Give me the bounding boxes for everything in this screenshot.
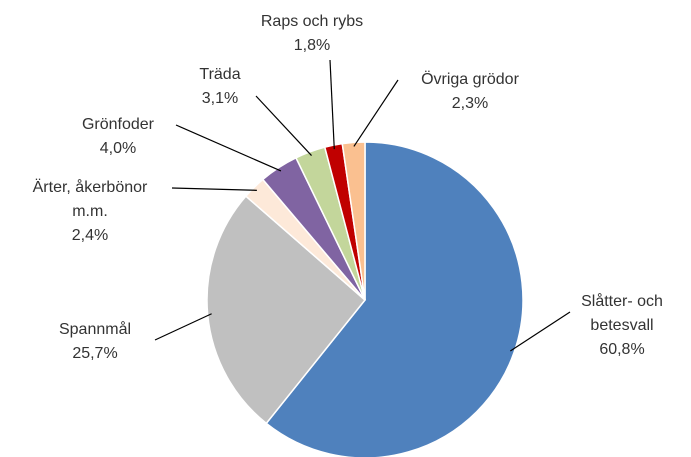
pie-slice <box>341 141 366 301</box>
category-label-line: Slåtter- och <box>581 292 663 310</box>
leader-line <box>509 311 571 352</box>
leader-line <box>353 79 399 147</box>
pie-slice <box>206 195 367 425</box>
value-label: 1,8% <box>294 37 330 54</box>
category-label: Raps och rybs <box>261 13 363 30</box>
category-label-line: Grönfoder <box>82 116 155 133</box>
leader-line <box>154 313 212 341</box>
leader-line <box>175 124 282 172</box>
value-label: 25,7% <box>72 345 117 362</box>
leader-line <box>171 187 257 191</box>
value-label: 2,3% <box>452 95 488 112</box>
value-label: 60,8% <box>599 341 644 358</box>
category-label-line: m.m. <box>72 203 108 220</box>
category-label: Spannmål <box>59 320 131 338</box>
category-label-line: Övriga grödor <box>421 70 519 88</box>
value-label: 4,0% <box>100 140 136 157</box>
category-label: Ärter, åkerbönor m.m. <box>33 178 148 220</box>
category-label-line: Ärter, åkerbönor <box>33 178 148 196</box>
category-label-line: Raps och rybs <box>261 13 363 30</box>
value-label: 2,4% <box>72 227 108 244</box>
category-label: Övriga grödor <box>421 70 519 88</box>
value-label: 3,1% <box>202 90 238 107</box>
category-label-line: Träda <box>199 66 240 83</box>
category-label-line: betesvall <box>590 317 653 334</box>
category-label: Slåtter- och betesvall <box>581 292 663 334</box>
leader-line <box>255 95 312 156</box>
category-label: Grönfoder <box>82 116 155 133</box>
leader-line <box>329 59 335 150</box>
category-label-line: Spannmål <box>59 320 131 338</box>
category-label: Träda <box>199 66 240 83</box>
